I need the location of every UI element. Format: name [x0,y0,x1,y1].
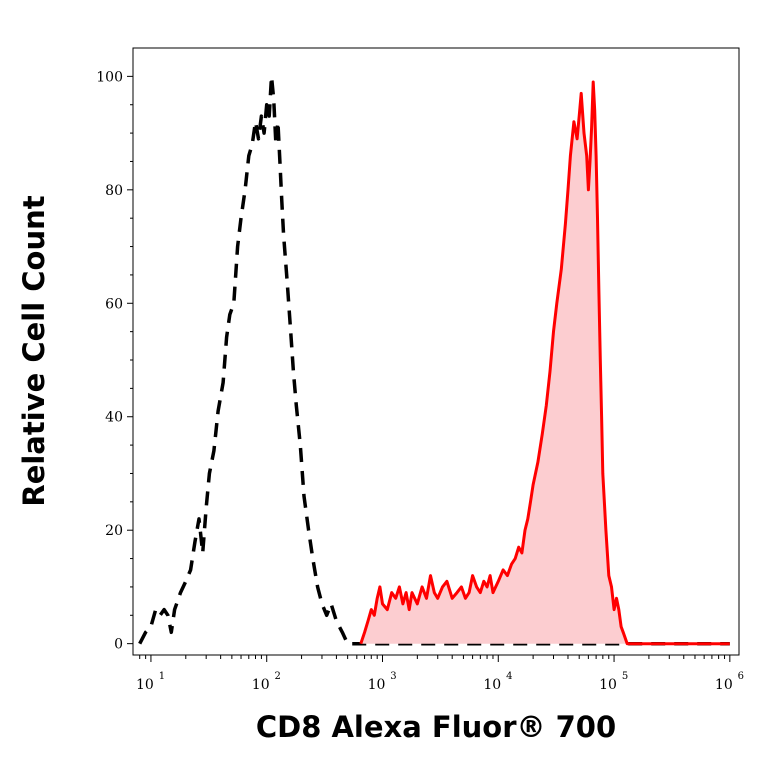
series-2-area [360,82,730,644]
y-tick-label: 40 [105,410,123,426]
x-tick-exponent: 4 [506,671,512,682]
y-tick-label: 0 [114,637,123,653]
x-tick-label: 10 [599,677,617,693]
y-tick-labels: 0 20 40 60 80 100 [96,69,123,652]
series-layer [138,74,730,646]
x-tick-label: 10 [136,677,154,693]
x-tick-label: 10 [368,677,386,693]
series-2-line [359,80,730,646]
x-minor-ticks [139,655,731,662]
x-tick-exponent: 3 [390,671,396,682]
x-tick-label: 10 [715,677,733,693]
x-axis-title: CD8 Alexa Fluor® 700 [256,710,616,744]
x-tick-label: 10 [483,677,501,693]
y-minor-ticks [127,75,133,645]
plot-frame [132,47,740,656]
y-tick-label: 20 [105,523,123,539]
x-tick-exponent: 5 [622,671,628,682]
y-tick-label: 100 [96,69,123,85]
y-tick-label: 60 [105,296,123,312]
x-tick-exponent: 1 [159,671,165,682]
x-tick-exponent: 6 [738,671,744,682]
x-tick-exponent: 2 [275,671,281,682]
x-tick-labels: 10 1 10 2 10 3 10 4 10 5 10 6 [136,671,744,693]
y-axis-title: Relative Cell Count [17,195,51,506]
x-tick-label: 10 [252,677,270,693]
y-tick-label: 80 [105,183,123,199]
series-1-line [138,74,730,646]
